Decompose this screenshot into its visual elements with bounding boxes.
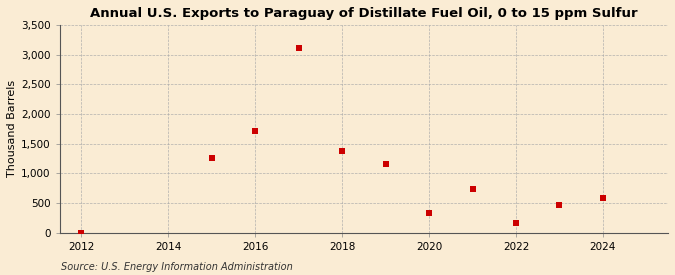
Point xyxy=(76,230,87,235)
Point xyxy=(250,128,261,133)
Point xyxy=(380,162,391,166)
Y-axis label: Thousand Barrels: Thousand Barrels xyxy=(7,80,17,177)
Text: Source: U.S. Energy Information Administration: Source: U.S. Energy Information Administ… xyxy=(61,262,292,272)
Point xyxy=(597,196,608,201)
Point xyxy=(207,156,217,160)
Title: Annual U.S. Exports to Paraguay of Distillate Fuel Oil, 0 to 15 ppm Sulfur: Annual U.S. Exports to Paraguay of Disti… xyxy=(90,7,638,20)
Point xyxy=(424,211,435,215)
Point xyxy=(467,186,478,191)
Point xyxy=(294,46,304,51)
Point xyxy=(554,203,565,208)
Point xyxy=(510,221,521,225)
Point xyxy=(337,149,348,154)
